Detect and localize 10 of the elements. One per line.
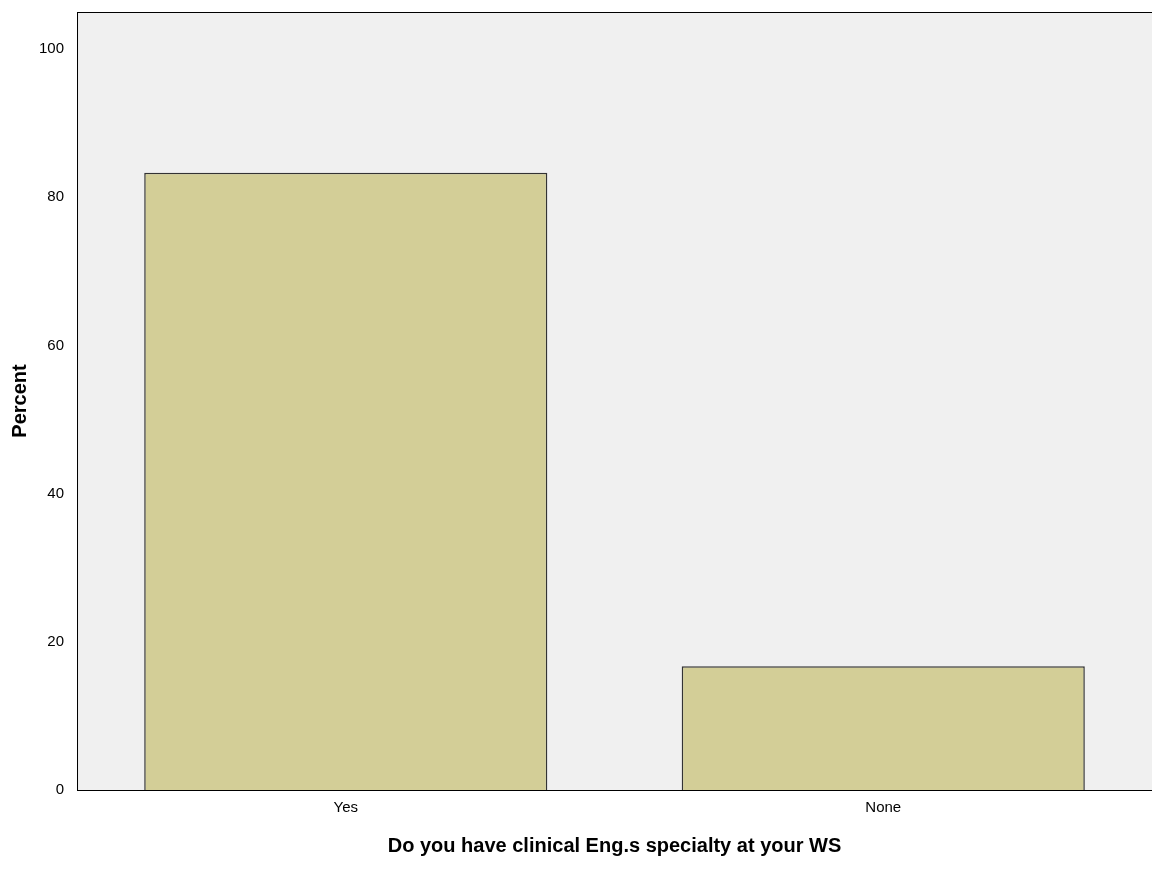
y-tick-label: 100 (39, 39, 65, 57)
y-tick-label: 20 (47, 631, 65, 649)
y-tick-label: 40 (47, 483, 65, 501)
x-axis-title: Do you have clinical Eng.s specialty at your WS (387, 833, 842, 856)
x-tick-label: Yes (333, 798, 359, 816)
x-tick-label: None (865, 798, 902, 816)
y-tick-label: 0 (55, 780, 65, 798)
y-tick-label: 80 (47, 187, 65, 205)
y-tick-label: 60 (47, 335, 65, 353)
y-axis-title: Percent (7, 363, 30, 438)
